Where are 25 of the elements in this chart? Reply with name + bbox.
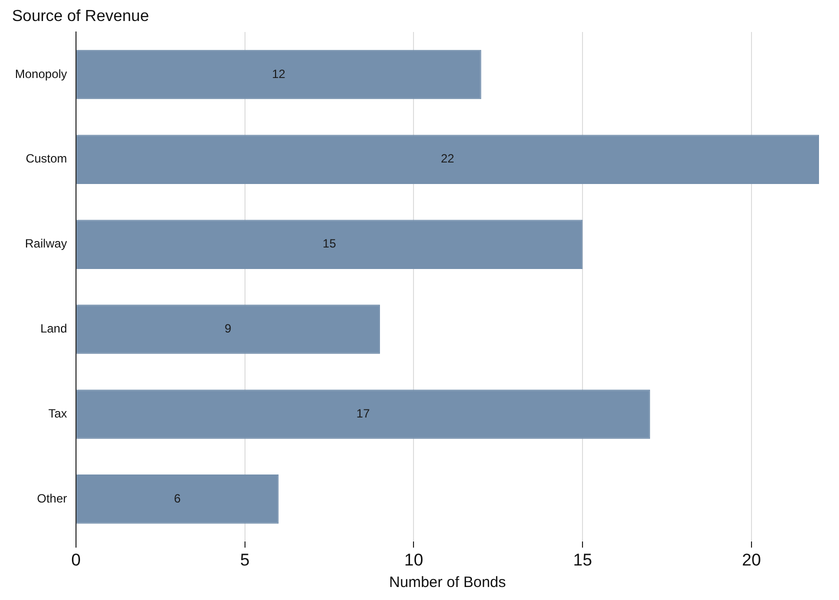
data-label: 17 [356, 406, 370, 421]
x-tick-label: 20 [742, 550, 761, 570]
x-tick-label: 0 [71, 550, 81, 570]
data-label: 12 [272, 66, 286, 81]
x-axis-title: Number of Bonds [389, 574, 506, 592]
y-tick-label: Other [37, 491, 68, 506]
x-tick-label: 15 [573, 550, 592, 570]
bar [76, 134, 819, 184]
data-label: 15 [322, 236, 336, 251]
y-tick-label: Custom [26, 152, 68, 166]
bar [76, 474, 279, 524]
x-tick-label: 10 [404, 550, 424, 570]
data-label: 22 [440, 152, 455, 166]
y-axis-title: Source of Revenue [12, 8, 149, 26]
y-tick-label: Land [40, 322, 68, 336]
x-tick-label: 5 [240, 550, 250, 570]
bar [76, 304, 380, 354]
bar [76, 50, 482, 100]
bar [76, 390, 650, 439]
y-tick-label: Tax [48, 406, 68, 421]
data-label: 6 [174, 491, 181, 506]
y-tick-label: Railway [25, 236, 68, 251]
bar [76, 220, 583, 269]
y-tick-label: Monopoly [15, 66, 68, 81]
data-label: 9 [224, 322, 232, 336]
